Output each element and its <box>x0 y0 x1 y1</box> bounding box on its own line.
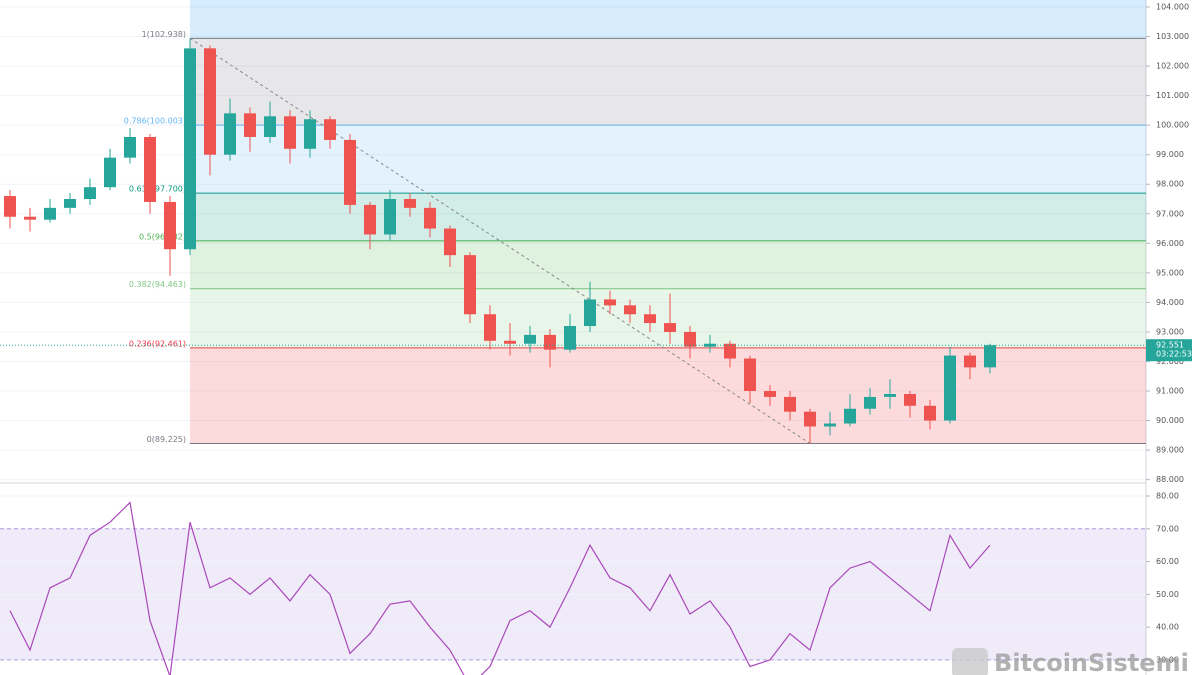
rsi-line <box>9 501 991 675</box>
candle-body <box>864 396 876 409</box>
candle-body <box>364 204 376 235</box>
fib-zone <box>190 240 1146 289</box>
candle-body <box>204 48 216 155</box>
candle-body <box>564 326 576 350</box>
candle-body <box>244 113 256 137</box>
candle-body <box>764 391 776 397</box>
y-tick-label: 95.000 <box>1156 268 1184 277</box>
candle-body <box>484 314 496 341</box>
candle-body <box>684 331 696 347</box>
candle-body <box>944 355 956 421</box>
candle-body <box>384 199 396 235</box>
candle-body <box>284 116 296 149</box>
y-tick-label: 98.000 <box>1156 180 1184 189</box>
fib-label: 0.382(94.463) <box>129 280 186 289</box>
candle-body <box>544 334 556 350</box>
y-tick-label: 93.000 <box>1156 327 1184 336</box>
y-tick-label: 102.000 <box>1156 62 1189 71</box>
candle-body <box>904 393 916 406</box>
candle-body <box>304 119 316 149</box>
candle-body <box>64 199 76 208</box>
candle-body <box>924 405 936 421</box>
candle-body <box>124 136 136 158</box>
candle-body <box>404 199 416 208</box>
y-tick-label: 70.00 <box>1156 524 1179 533</box>
fib-zone <box>190 347 1146 444</box>
candle-body <box>4 196 16 217</box>
fib-zone <box>190 193 1146 241</box>
candle-body <box>584 299 596 327</box>
fib-zone <box>190 0 1146 39</box>
candle-body <box>224 113 236 155</box>
y-tick-label: 60.00 <box>1156 557 1179 566</box>
candle-body <box>184 48 196 250</box>
candle-body <box>264 116 276 137</box>
candle-body <box>504 340 516 344</box>
candle-body <box>644 314 656 324</box>
candle-body <box>144 136 156 202</box>
candle-body <box>664 323 676 332</box>
y-tick-label: 90.000 <box>1156 416 1184 425</box>
y-tick-label: 97.000 <box>1156 209 1184 218</box>
y-tick-label: 88.000 <box>1156 475 1184 484</box>
y-tick-label: 92.000 <box>1156 357 1184 366</box>
y-tick-label: 91.000 <box>1156 387 1184 396</box>
candle-body <box>524 334 536 344</box>
candle-body <box>104 157 116 188</box>
fib-label: 1(102.938) <box>142 30 186 39</box>
candle-body <box>444 228 456 256</box>
foreground: 88.000 89.000 90.000 91.000 92.000 93.000 94.0… <box>0 3 1192 675</box>
candle-body <box>164 201 176 250</box>
y-tick-label: 96.000 <box>1156 239 1184 248</box>
last-time-label: 03:22:53 <box>1156 350 1192 359</box>
candle-body <box>24 216 36 220</box>
candle-body <box>984 345 996 368</box>
candle-body <box>624 305 636 315</box>
candle-body <box>804 411 816 427</box>
candle-body <box>704 343 716 347</box>
candle-body <box>44 207 56 220</box>
candle-body <box>84 187 96 200</box>
candle-body <box>344 139 356 205</box>
fib-label: 0.618(97.700) <box>129 185 186 194</box>
candle-body <box>724 343 736 359</box>
last-price-label: 92.551 <box>1156 341 1184 350</box>
fib-zone <box>190 288 1146 348</box>
y-tick-label: 50.00 <box>1156 590 1179 599</box>
candle-body <box>964 355 976 368</box>
candle-body <box>604 299 616 306</box>
candle-body <box>844 408 856 424</box>
candle-body <box>884 393 896 397</box>
y-tick-label: 104.000 <box>1156 3 1189 12</box>
y-tick-label: 101.000 <box>1156 91 1189 100</box>
fib-label: 0.786(100.003) <box>124 117 186 126</box>
candle-body <box>324 119 336 140</box>
y-tick-label: 89.000 <box>1156 446 1184 455</box>
y-tick-label: 40.00 <box>1156 623 1179 632</box>
backgrounds <box>0 0 1146 661</box>
y-tick-label: 94.000 <box>1156 298 1184 307</box>
y-tick-label: 100.000 <box>1156 121 1189 130</box>
y-tick-label: 99.000 <box>1156 150 1184 159</box>
watermark: BitcoinSistemi <box>994 649 1189 675</box>
watermark-icon <box>952 648 988 675</box>
fib-label: 0.5(96.082) <box>139 232 186 241</box>
fib-zone <box>190 38 1146 126</box>
candle-body <box>824 423 836 427</box>
y-tick-label: 30.00 <box>1156 655 1179 664</box>
fib-label: 0(89.225) <box>147 435 186 444</box>
candle-body <box>744 358 756 392</box>
candle-body <box>424 207 436 229</box>
y-tick-label: 103.000 <box>1156 32 1189 41</box>
candle-body <box>784 396 796 412</box>
fib-label: 0.236(92.461) <box>129 339 186 348</box>
y-tick-label: 80.00 <box>1156 491 1179 500</box>
last-price-tag <box>1146 339 1192 362</box>
candle-body <box>464 255 476 315</box>
